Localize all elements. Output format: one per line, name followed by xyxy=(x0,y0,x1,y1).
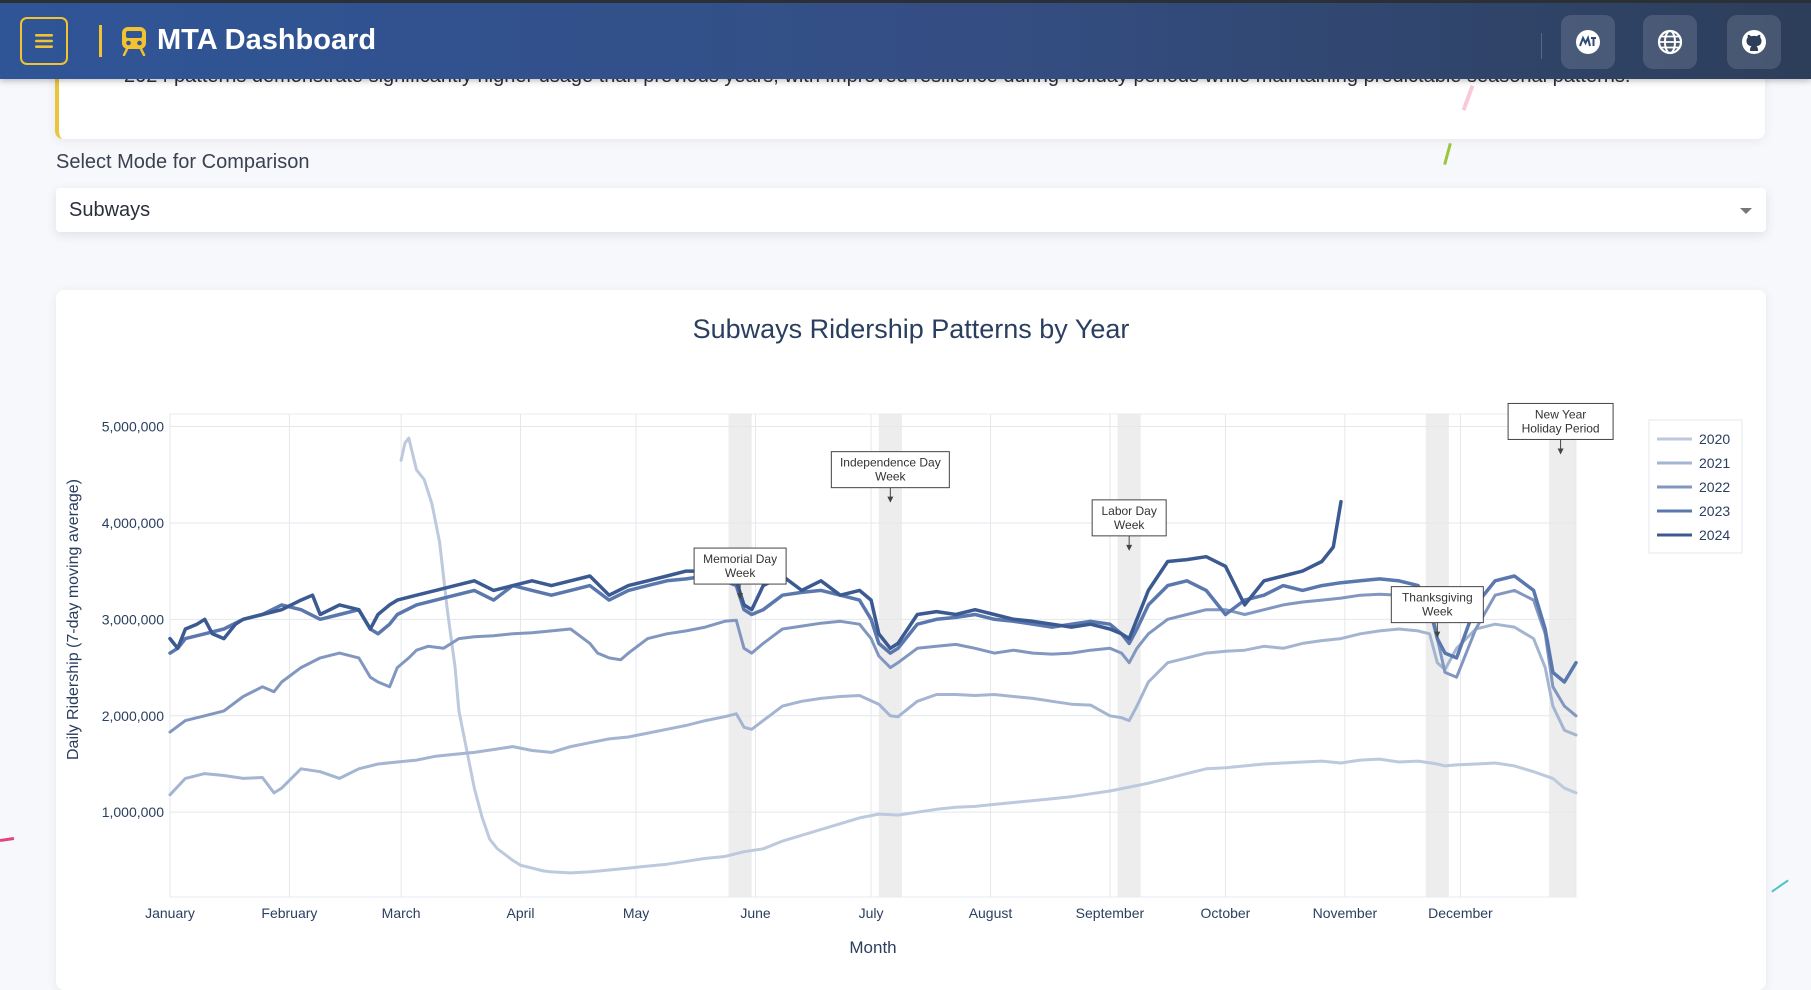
annotation-arrowhead xyxy=(887,496,894,503)
github-icon xyxy=(1742,30,1766,54)
menu-icon xyxy=(35,34,53,48)
y-tick-label: 3,000,000 xyxy=(102,611,164,627)
x-tick-label: May xyxy=(623,905,649,921)
annotation-label: Holiday Period xyxy=(1522,421,1600,435)
holiday-band xyxy=(1425,414,1449,897)
annotation-label: Memorial Day xyxy=(703,552,777,566)
annotation-label: Week xyxy=(725,566,756,580)
y-tick-label: 4,000,000 xyxy=(102,515,164,531)
chart-title: Subways Ridership Patterns by Year xyxy=(693,314,1130,344)
annotation-label: New Year xyxy=(1535,407,1586,421)
holiday-band xyxy=(728,414,752,897)
ridership-chart: 1,000,000 2,000,000 3,000,000 4,000,000 5,00… xyxy=(65,314,1743,957)
chart-legend: 2020 2021 2022 2023 2024 xyxy=(1648,419,1743,554)
series-line-2020 xyxy=(399,436,1578,875)
annotation-label: Independence Day xyxy=(840,456,941,470)
legend-label-2024: 2024 xyxy=(1699,527,1730,543)
series-line-2021 xyxy=(168,622,1578,797)
x-tick-label: June xyxy=(740,905,771,921)
brand-divider xyxy=(99,25,102,57)
chevron-down-icon[interactable] xyxy=(1740,208,1752,214)
annotation-arrowhead xyxy=(1557,448,1564,455)
confetti-piece xyxy=(1443,142,1452,166)
annotation-box xyxy=(1507,402,1614,440)
annotation-label: Thanksgiving xyxy=(1402,591,1473,605)
ridership-chart-card: 1,000,000 2,000,000 3,000,000 4,000,000 5,00… xyxy=(56,290,1766,990)
annotation-box xyxy=(693,547,787,585)
x-tick-label: March xyxy=(382,905,421,921)
legend-label-2022: 2022 xyxy=(1699,479,1730,495)
mta-logo-icon xyxy=(1576,30,1600,54)
legend-label-2020: 2020 xyxy=(1699,431,1730,447)
x-tick-label: December xyxy=(1428,905,1493,921)
y-tick-label: 1,000,000 xyxy=(102,804,164,820)
y-tick-label: 5,000,000 xyxy=(102,419,164,435)
annotation-arrowhead xyxy=(737,593,744,600)
annotation-box xyxy=(1091,499,1167,537)
github-button[interactable] xyxy=(1727,15,1781,69)
mode-select-dropdown[interactable]: Subways xyxy=(56,188,1766,232)
y-tick-label: 2,000,000 xyxy=(102,708,164,724)
annotation-box xyxy=(830,451,950,489)
series-line-2022 xyxy=(168,588,1578,734)
annotation-arrowhead xyxy=(1434,631,1441,638)
x-tick-label: September xyxy=(1076,905,1145,921)
series-line-2023 xyxy=(168,574,1578,684)
x-tick-label: October xyxy=(1201,905,1251,921)
language-button[interactable] xyxy=(1643,15,1697,69)
holiday-band xyxy=(1549,414,1576,897)
globe-icon xyxy=(1657,29,1683,55)
annotation-label: Labor Day xyxy=(1101,504,1156,518)
mode-select-label: Select Mode for Comparison xyxy=(56,151,310,173)
mta-link-button[interactable] xyxy=(1561,15,1615,69)
x-tick-label: July xyxy=(859,905,884,921)
x-tick-label: April xyxy=(507,905,535,921)
confetti-piece xyxy=(0,837,15,842)
annotation-box xyxy=(1390,586,1484,624)
holiday-band xyxy=(1117,414,1141,897)
x-tick-label: November xyxy=(1313,905,1378,921)
annotation-label: Week xyxy=(1422,605,1453,619)
x-tick-label: January xyxy=(145,905,195,921)
x-tick-label: August xyxy=(969,905,1013,921)
app-title: MTA Dashboard xyxy=(157,24,377,56)
train-icon xyxy=(122,27,146,56)
x-axis-title: Month xyxy=(849,938,896,957)
x-tick-label: February xyxy=(261,905,317,921)
annotation-arrowhead xyxy=(1126,544,1133,551)
annotation-label: Week xyxy=(1114,518,1145,532)
menu-button[interactable] xyxy=(20,17,68,65)
top-navbar: MTA Dashboard xyxy=(0,0,1811,79)
series-line-2024 xyxy=(168,499,1343,651)
holiday-band xyxy=(878,414,902,897)
legend-label-2021: 2021 xyxy=(1699,455,1730,471)
y-axis-title: Daily Ridership (7-day moving average) xyxy=(65,479,82,760)
mode-select-value: Subways xyxy=(69,199,151,221)
annotation-label: Week xyxy=(875,470,906,484)
confetti-piece xyxy=(1771,879,1789,893)
legend-label-2023: 2023 xyxy=(1699,503,1730,519)
toolbar-divider xyxy=(1541,33,1542,59)
